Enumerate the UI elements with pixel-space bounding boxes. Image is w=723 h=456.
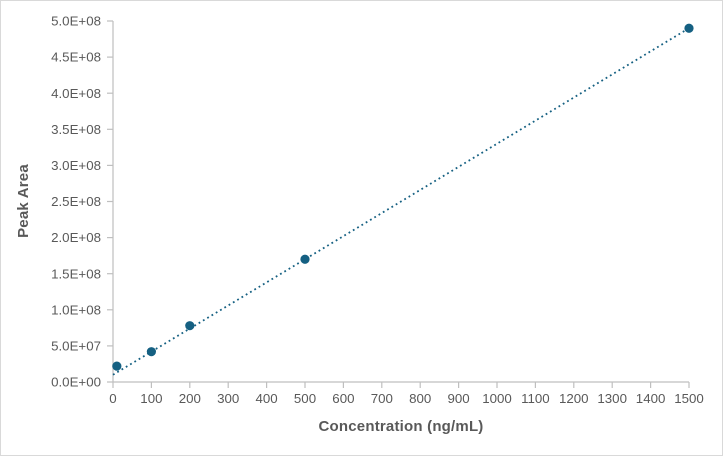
x-axis-tick-label: 1100	[521, 391, 550, 406]
x-axis-tick-label: 1200	[559, 391, 589, 406]
data-point-marker	[185, 321, 195, 331]
x-axis-tick-label: 900	[448, 391, 470, 406]
y-axis-tick-label: 3.0E+08	[51, 158, 101, 173]
data-point-marker	[146, 347, 156, 357]
x-axis-tick-label: 100	[140, 391, 162, 406]
x-axis-title: Concentration (ng/mL)	[318, 418, 483, 435]
plot-area: 0.0E+00 5.0E+07 1.0E+08 1.5E+08 2.0E+08 2.5E+…	[51, 14, 704, 406]
x-axis-tick-label: 700	[371, 391, 393, 406]
x-axis-tick-label: 600	[332, 391, 354, 406]
y-axis-tick-label: 5.0E+07	[51, 339, 101, 354]
y-axis-tick-label: 0.0E+00	[51, 375, 101, 390]
trendline-dotted	[112, 27, 690, 376]
x-axis-tick-label: 800	[409, 391, 431, 406]
y-axis-tick-label: 4.5E+08	[51, 50, 101, 65]
x-axis-tick-label: 1500	[674, 391, 704, 406]
y-axis-tick-label: 1.0E+08	[51, 302, 101, 317]
x-axis-tick-label: 1300	[597, 391, 627, 406]
y-axis-tick-label: 1.5E+08	[51, 266, 101, 281]
y-axis-tick-label: 5.0E+08	[51, 14, 101, 29]
x-axis-tick-label: 1400	[636, 391, 666, 406]
x-axis-tick-label: 500	[294, 391, 316, 406]
y-axis-tick-label: 4.0E+08	[51, 86, 101, 101]
x-axis-tick-label: 300	[217, 391, 239, 406]
y-axis-tick-label: 2.5E+08	[51, 194, 101, 209]
x-axis-tick-label: 0	[109, 391, 116, 406]
x-axis-tick-label: 1000	[482, 391, 512, 406]
data-point-marker	[684, 23, 694, 33]
y-axis-title: Peak Area	[15, 164, 32, 238]
y-axis-tick-label: 2.0E+08	[51, 230, 101, 245]
x-axis-tick-label: 400	[256, 391, 278, 406]
y-axis-tick-label: 3.5E+08	[51, 122, 101, 137]
data-point-marker	[300, 254, 310, 264]
x-axis-tick-label: 200	[179, 391, 201, 406]
data-point-marker	[112, 361, 122, 371]
